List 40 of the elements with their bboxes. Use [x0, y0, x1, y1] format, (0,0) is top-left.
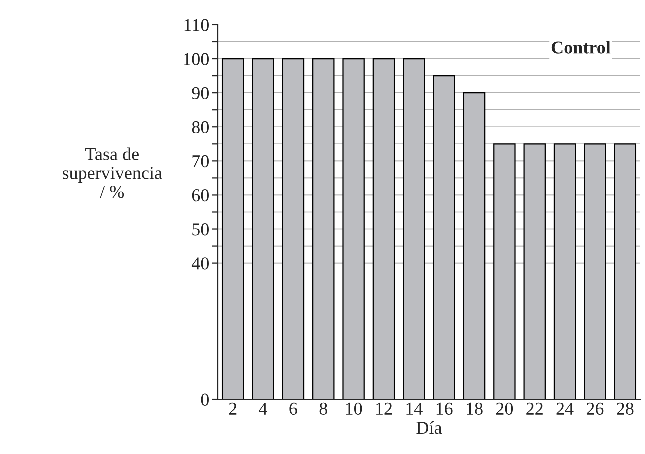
bar — [312, 58, 335, 400]
x-tick-label: 20 — [496, 402, 514, 416]
bar — [524, 144, 546, 400]
x-tick-label: 26 — [586, 402, 604, 416]
y-tick-label: 50 — [192, 224, 209, 236]
x-tick-label: 10 — [346, 402, 362, 416]
y-tick-label: 70 — [192, 155, 209, 168]
x-tick-label: 24 — [556, 402, 574, 415]
bar — [282, 58, 305, 400]
y-tick-label: 100 — [184, 53, 209, 66]
y-tick-label: 80 — [192, 121, 209, 134]
bar — [554, 144, 576, 400]
x-tick-label: 18 — [467, 402, 483, 416]
x-axis-title: Día — [416, 421, 442, 434]
y-tick-label: 40 — [192, 258, 209, 270]
bar — [433, 75, 456, 400]
x-tick-label: 2 — [229, 402, 237, 415]
bar — [494, 144, 516, 400]
bar — [614, 144, 637, 400]
x-tick-label: 8 — [320, 402, 328, 416]
x-tick-label: 14 — [406, 402, 423, 415]
y-tick-label: 60 — [192, 189, 209, 202]
y-axis-title: Tasa de supervivencia / % — [63, 148, 162, 198]
y-tick-label: 90 — [192, 87, 209, 100]
x-tick-label: 4 — [259, 402, 268, 415]
bar — [342, 58, 365, 400]
bar — [403, 58, 426, 400]
y-tick-label: 110 — [184, 19, 209, 32]
x-tick-label: 16 — [436, 402, 453, 416]
bar — [463, 92, 486, 400]
annotation: Control — [552, 41, 611, 54]
y-tick-label: 0 — [201, 394, 209, 406]
x-tick-label: 28 — [617, 402, 634, 416]
bar — [222, 58, 244, 400]
bar — [584, 144, 606, 400]
x-tick-label: 6 — [290, 402, 298, 416]
x-tick-label: 22 — [526, 402, 543, 415]
bar — [372, 58, 396, 400]
bar — [252, 58, 274, 400]
x-tick-label: 12 — [376, 402, 392, 415]
